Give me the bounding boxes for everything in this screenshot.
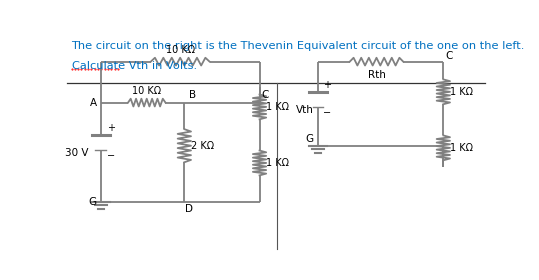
Text: C: C — [445, 51, 453, 60]
Text: G: G — [88, 197, 96, 207]
Text: The circuit on the right is the Thevenin Equivalent circuit of the one on the le: The circuit on the right is the Thevenin… — [72, 41, 525, 51]
Text: 2 KΩ: 2 KΩ — [191, 141, 214, 151]
Text: D: D — [184, 204, 192, 214]
Text: 10 KΩ: 10 KΩ — [132, 86, 161, 96]
Text: C: C — [261, 90, 269, 101]
Text: Vth: Vth — [296, 105, 314, 115]
Text: −: − — [107, 151, 115, 161]
Text: 30 V: 30 V — [65, 148, 88, 158]
Text: +: + — [323, 80, 331, 90]
Text: +: + — [107, 123, 115, 133]
Text: 1 KΩ: 1 KΩ — [266, 158, 289, 168]
Text: Calculate Vth in Volts.: Calculate Vth in Volts. — [72, 60, 197, 71]
Text: Rth: Rth — [368, 70, 385, 80]
Text: B: B — [189, 90, 196, 101]
Text: 1 KΩ: 1 KΩ — [450, 87, 473, 97]
Text: G: G — [306, 134, 314, 144]
Text: 10 KΩ: 10 KΩ — [165, 45, 195, 55]
Text: 1 KΩ: 1 KΩ — [266, 102, 289, 112]
Text: A: A — [89, 98, 96, 108]
Text: 1 KΩ: 1 KΩ — [450, 143, 473, 153]
Text: −: − — [323, 108, 331, 118]
